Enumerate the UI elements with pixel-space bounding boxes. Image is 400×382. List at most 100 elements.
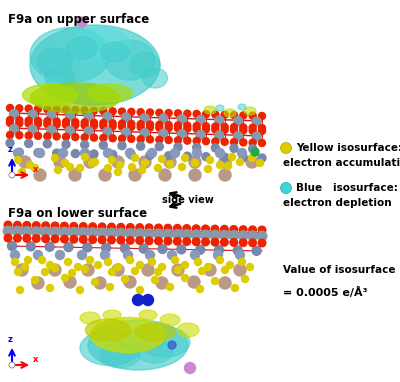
Circle shape [188,276,200,288]
Circle shape [100,251,110,259]
Text: electron accumulation: electron accumulation [283,158,400,168]
Circle shape [240,139,247,146]
Circle shape [81,119,88,126]
Circle shape [102,243,110,253]
Circle shape [66,163,74,170]
Circle shape [72,134,79,141]
Circle shape [221,126,228,133]
Circle shape [129,169,141,181]
Circle shape [202,126,210,133]
Circle shape [257,231,267,241]
Circle shape [193,110,200,117]
Circle shape [140,129,149,138]
Circle shape [50,227,60,237]
Circle shape [66,111,74,120]
Circle shape [16,117,23,124]
Circle shape [53,106,60,113]
Circle shape [90,122,98,129]
Circle shape [224,162,232,170]
Ellipse shape [216,105,224,111]
Circle shape [128,120,135,127]
Circle shape [166,283,174,290]
Circle shape [126,236,134,244]
Circle shape [165,121,172,128]
Circle shape [32,165,38,172]
Circle shape [212,111,219,118]
Circle shape [43,140,51,148]
Circle shape [182,275,188,282]
Circle shape [53,133,60,140]
Circle shape [78,251,86,259]
Circle shape [74,264,82,270]
Circle shape [44,133,51,140]
Circle shape [239,239,247,246]
Circle shape [258,226,266,234]
Circle shape [136,237,144,244]
Circle shape [80,236,87,243]
Circle shape [222,267,228,274]
Circle shape [26,242,35,251]
Circle shape [212,277,218,285]
Circle shape [109,151,117,159]
Ellipse shape [88,84,132,102]
Circle shape [155,224,162,232]
Circle shape [127,151,135,159]
Circle shape [10,251,20,259]
Circle shape [183,238,190,245]
Circle shape [211,144,219,152]
Circle shape [137,108,144,116]
Circle shape [165,110,172,117]
Circle shape [215,116,224,125]
Circle shape [155,142,163,151]
Circle shape [118,142,126,150]
Circle shape [140,114,149,123]
Circle shape [240,124,247,131]
Circle shape [174,125,182,132]
Circle shape [104,165,112,172]
Ellipse shape [142,68,168,88]
Circle shape [246,264,254,270]
Circle shape [124,276,136,288]
Circle shape [206,157,214,163]
Circle shape [88,160,96,167]
Circle shape [234,117,242,126]
Circle shape [146,136,154,143]
Circle shape [230,139,238,146]
Circle shape [252,117,261,126]
Circle shape [252,246,261,255]
Circle shape [132,295,144,306]
Circle shape [34,133,42,139]
Circle shape [62,118,70,125]
Circle shape [76,286,84,293]
Circle shape [38,256,46,264]
Circle shape [72,118,79,126]
Circle shape [81,134,88,141]
Circle shape [104,149,112,157]
Circle shape [100,123,107,129]
Circle shape [202,238,209,246]
Circle shape [108,223,115,231]
Circle shape [230,144,238,152]
Circle shape [159,129,168,138]
Circle shape [114,264,122,270]
Circle shape [81,122,88,129]
Circle shape [34,120,42,127]
Circle shape [158,264,166,270]
Circle shape [184,110,191,117]
Circle shape [116,162,124,168]
Circle shape [190,251,200,259]
Circle shape [239,226,247,233]
Ellipse shape [103,310,121,320]
Circle shape [72,121,79,129]
Ellipse shape [90,317,166,353]
Circle shape [117,223,125,231]
Ellipse shape [100,343,140,367]
Circle shape [174,238,181,245]
Ellipse shape [135,323,175,341]
Circle shape [128,123,135,130]
Circle shape [90,107,98,114]
Ellipse shape [45,67,75,89]
Circle shape [258,139,266,147]
Circle shape [94,277,106,289]
Circle shape [34,251,42,259]
